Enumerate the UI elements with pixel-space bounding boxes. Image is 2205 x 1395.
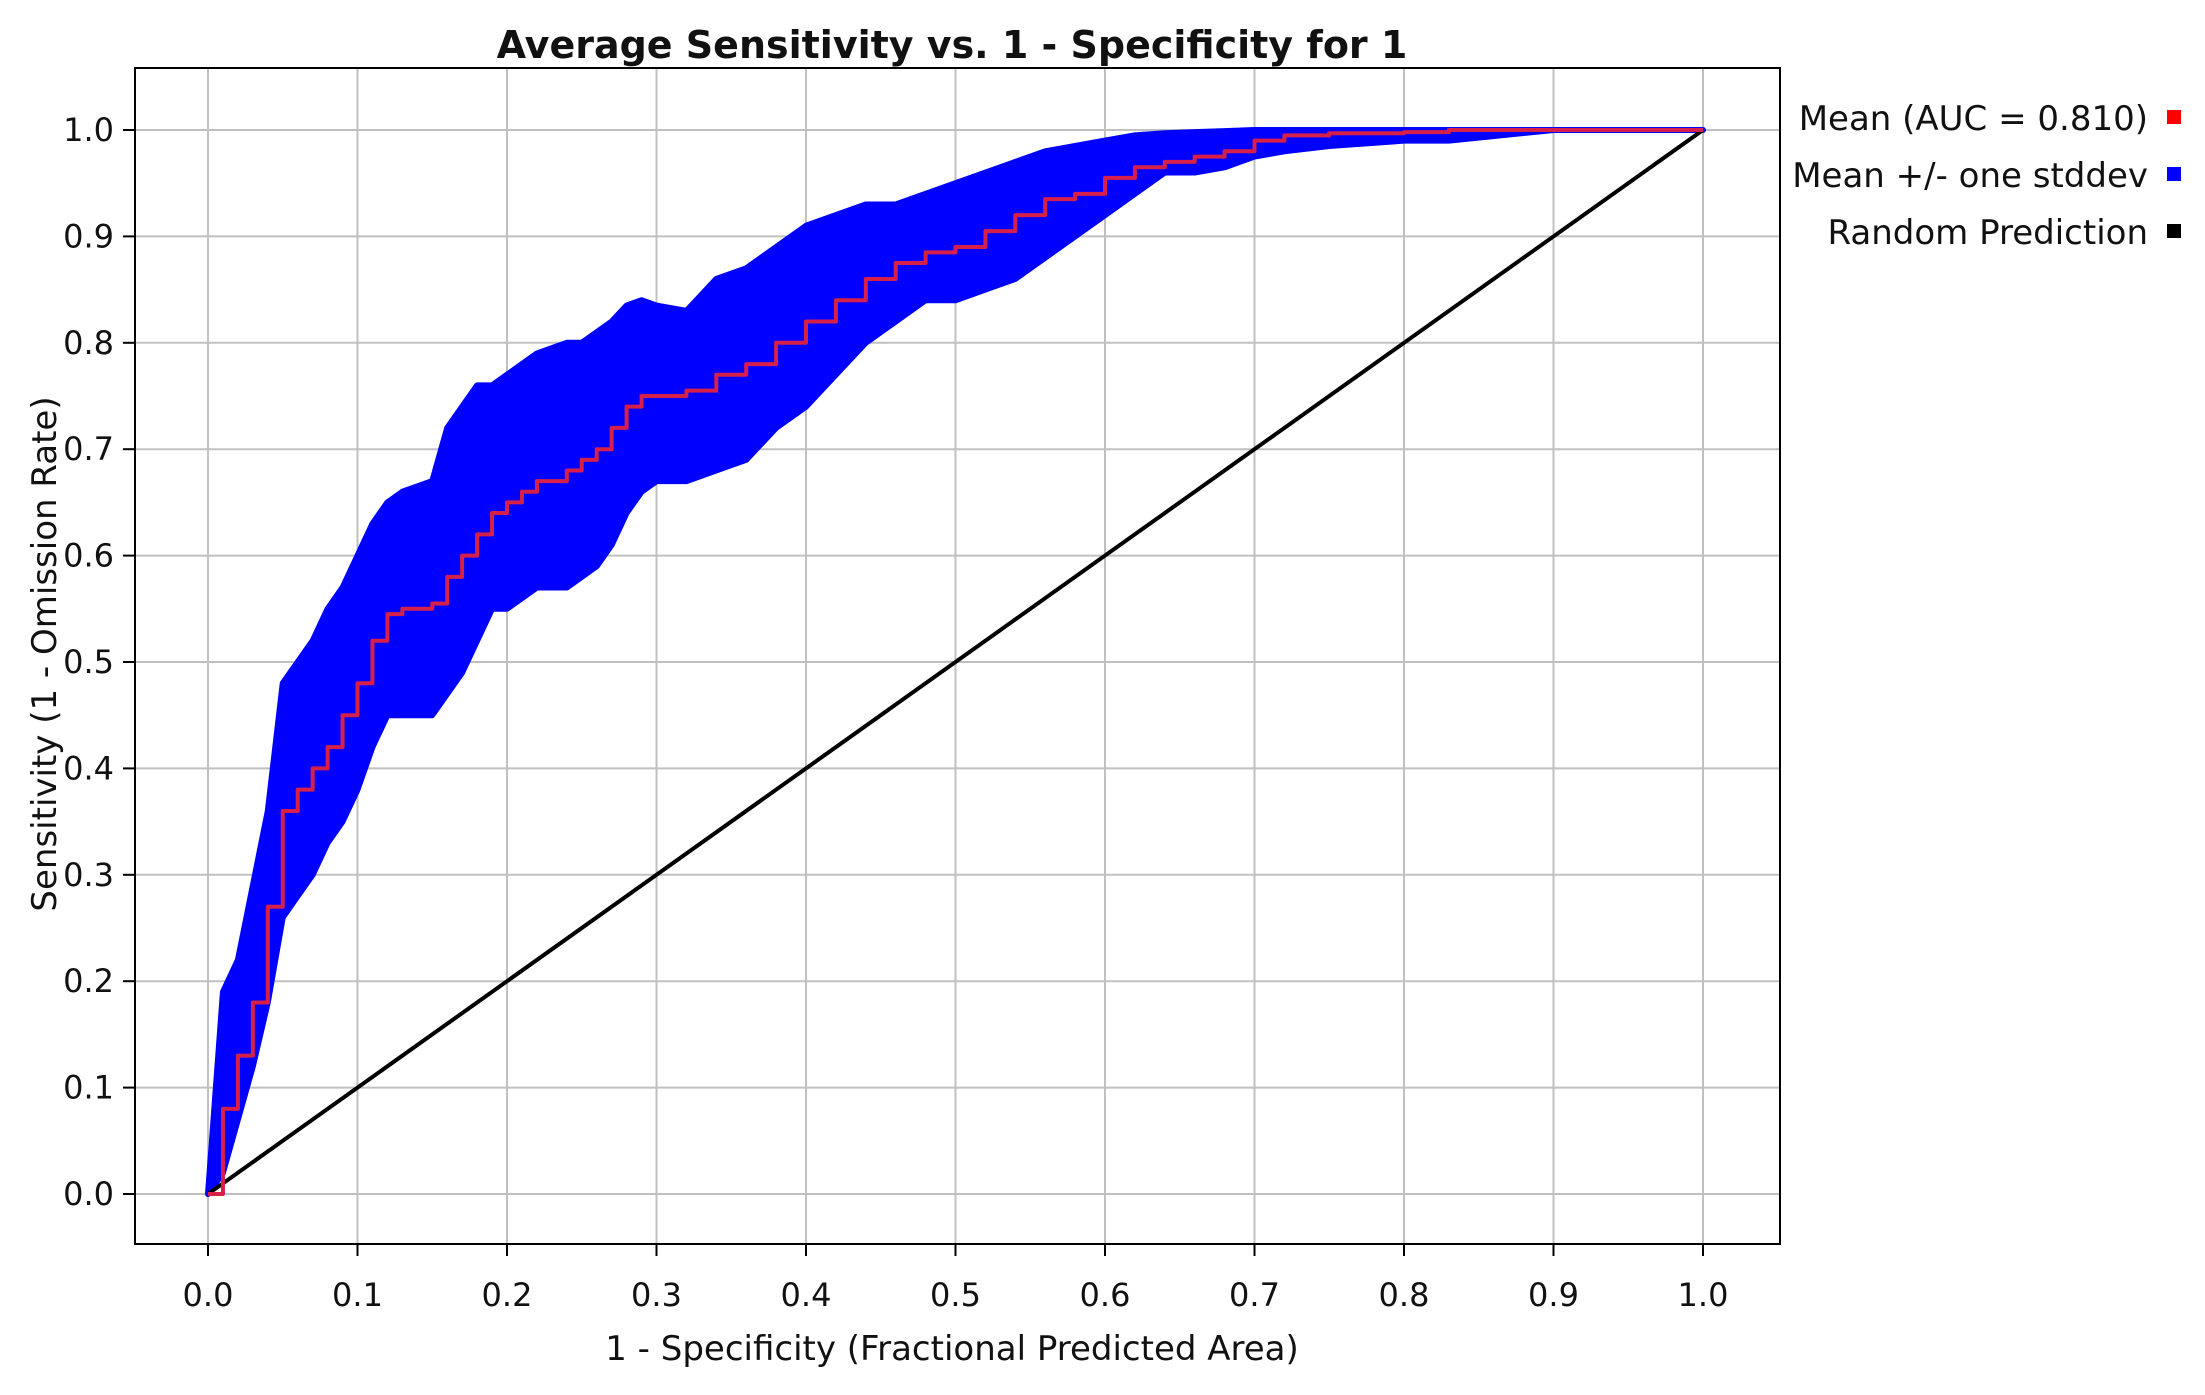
x-tick-label: 0.3: [631, 1276, 682, 1314]
x-tick-label: 0.1: [332, 1276, 383, 1314]
legend: Mean (AUC = 0.810) Mean +/- one stddev Ran…: [1792, 99, 2181, 253]
x-tick-label: 0.4: [781, 1276, 832, 1314]
x-tick-label: 0.9: [1528, 1276, 1579, 1314]
legend-label: Mean +/- one stddev: [1792, 156, 2148, 196]
x-tick-label: 0.8: [1379, 1276, 1430, 1314]
mean-curve-line: [208, 128, 1703, 1196]
axis-ticks: 0.0 0.1 0.2 0.3 0.4 0.5 0.6 0.7 0.8 0.9 1.0 0.0 0.1 0…: [63, 111, 1728, 1314]
x-tick-label: 0.5: [930, 1276, 981, 1314]
y-tick-label: 0.0: [63, 1175, 114, 1213]
x-tick-label: 0.0: [183, 1276, 234, 1314]
legend-label: Mean (AUC = 0.810): [1799, 99, 2148, 139]
legend-swatch: [2167, 167, 2181, 181]
y-tick-label: 1.0: [63, 111, 114, 149]
series-lines: [206, 128, 1705, 1196]
x-tick-label: 0.6: [1080, 1276, 1131, 1314]
legend-label: Random Prediction: [1828, 213, 2148, 253]
y-tick-label: 0.5: [63, 643, 114, 681]
legend-swatch: [2167, 224, 2181, 238]
x-tick-label: 0.7: [1229, 1276, 1280, 1314]
y-tick-label: 0.8: [63, 324, 114, 362]
x-tick-label: 0.2: [482, 1276, 533, 1314]
y-tick-label: 0.1: [63, 1069, 114, 1107]
plot-frame: [134, 67, 1781, 1245]
chart-title: Average Sensitivity vs. 1 - Specificity …: [497, 23, 1408, 67]
random-prediction-line: [206, 128, 1705, 1196]
x-tick-label: 1.0: [1678, 1276, 1729, 1314]
y-tick-label: 0.6: [63, 537, 114, 575]
y-tick-label: 0.4: [63, 749, 114, 787]
y-tick-label: 0.9: [63, 217, 114, 255]
legend-swatch: [2167, 110, 2181, 124]
y-tick-label: 0.2: [63, 962, 114, 1000]
y-tick-label: 0.7: [63, 430, 114, 468]
x-axis-label: 1 - Specificity (Fractional Predicted Ar…: [605, 1329, 1299, 1369]
y-axis-label: Sensitivity (1 - Omission Rate): [25, 396, 65, 911]
y-tick-label: 0.3: [63, 856, 114, 894]
grid-lines: [135, 68, 1780, 1244]
